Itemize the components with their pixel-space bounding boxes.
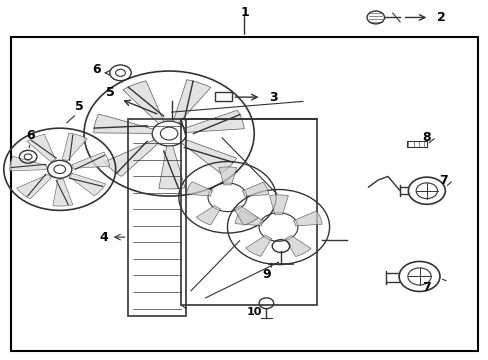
Text: 8: 8	[422, 131, 430, 144]
Wedge shape	[219, 167, 236, 185]
FancyBboxPatch shape	[215, 93, 232, 102]
Wedge shape	[269, 195, 288, 215]
Text: 10: 10	[246, 307, 262, 317]
Wedge shape	[234, 206, 258, 225]
Wedge shape	[104, 140, 158, 176]
Text: 1: 1	[240, 6, 248, 19]
Wedge shape	[62, 133, 87, 161]
Text: 5: 5	[106, 86, 115, 99]
Wedge shape	[293, 211, 322, 226]
Text: 4: 4	[99, 231, 108, 244]
Text: 7: 7	[439, 174, 447, 186]
Wedge shape	[122, 81, 163, 124]
Wedge shape	[69, 173, 105, 196]
Text: 9: 9	[262, 268, 270, 281]
Wedge shape	[72, 152, 109, 168]
Text: 6: 6	[26, 129, 35, 142]
Wedge shape	[17, 174, 52, 199]
Wedge shape	[196, 206, 220, 225]
Wedge shape	[173, 80, 210, 123]
Text: 6: 6	[92, 63, 101, 76]
Text: 3: 3	[269, 91, 277, 104]
Wedge shape	[285, 235, 310, 257]
Wedge shape	[181, 139, 236, 174]
Wedge shape	[159, 146, 184, 189]
Text: 5: 5	[75, 100, 83, 113]
Wedge shape	[245, 235, 271, 256]
Wedge shape	[186, 182, 212, 196]
Wedge shape	[53, 179, 73, 206]
Wedge shape	[94, 114, 153, 134]
Wedge shape	[184, 110, 244, 132]
Wedge shape	[27, 134, 56, 162]
Wedge shape	[10, 156, 47, 171]
Text: 7: 7	[422, 281, 430, 294]
Wedge shape	[235, 211, 264, 226]
Text: 2: 2	[436, 11, 445, 24]
Wedge shape	[242, 182, 268, 196]
